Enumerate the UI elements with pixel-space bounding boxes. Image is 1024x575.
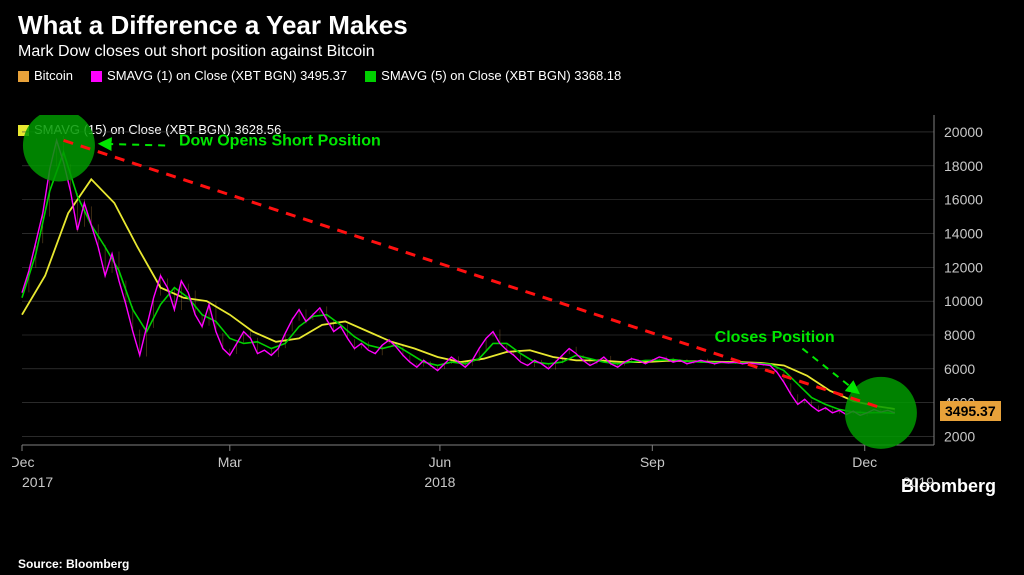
svg-text:16000: 16000: [944, 192, 983, 208]
svg-text:6000: 6000: [944, 361, 975, 377]
svg-text:Jun: Jun: [429, 454, 452, 470]
legend-label: SMAVG (5) on Close (XBT BGN) 3368.18: [381, 67, 621, 85]
legend-label: SMAVG (1) on Close (XBT BGN) 3495.37: [107, 67, 347, 85]
chart-title: What a Difference a Year Makes: [18, 10, 1006, 41]
svg-text:2000: 2000: [944, 429, 975, 445]
svg-text:20000: 20000: [944, 124, 983, 140]
svg-text:18000: 18000: [944, 158, 983, 174]
svg-text:8000: 8000: [944, 327, 975, 343]
brand-watermark: Bloomberg: [901, 476, 996, 497]
svg-text:Closes Position: Closes Position: [715, 329, 835, 346]
price-chart: 2000400060008000100001200014000160001800…: [12, 115, 1012, 530]
svg-text:10000: 10000: [944, 293, 983, 309]
chart-header: What a Difference a Year Makes Mark Dow …: [0, 0, 1024, 65]
legend-swatch: [18, 71, 29, 82]
chart-subtitle: Mark Dow closes out short position again…: [18, 43, 1006, 61]
svg-text:14000: 14000: [944, 225, 983, 241]
svg-text:Dow Opens Short Position: Dow Opens Short Position: [179, 132, 381, 149]
svg-text:Mar: Mar: [218, 454, 242, 470]
svg-text:Sep: Sep: [640, 454, 665, 470]
legend-swatch: [365, 71, 376, 82]
last-price-tag: 3495.37: [940, 401, 1001, 421]
legend-item: SMAVG (5) on Close (XBT BGN) 3368.18: [365, 67, 621, 85]
legend-label: Bitcoin: [34, 67, 73, 85]
svg-text:Dec: Dec: [12, 454, 34, 470]
svg-text:Dec: Dec: [852, 454, 877, 470]
svg-text:2018: 2018: [424, 474, 455, 490]
legend-swatch: [91, 71, 102, 82]
svg-text:12000: 12000: [944, 259, 983, 275]
source-attribution: Source: Bloomberg: [18, 557, 129, 571]
svg-text:2017: 2017: [22, 474, 53, 490]
legend-item: Bitcoin: [18, 67, 73, 85]
legend-item: SMAVG (1) on Close (XBT BGN) 3495.37: [91, 67, 347, 85]
